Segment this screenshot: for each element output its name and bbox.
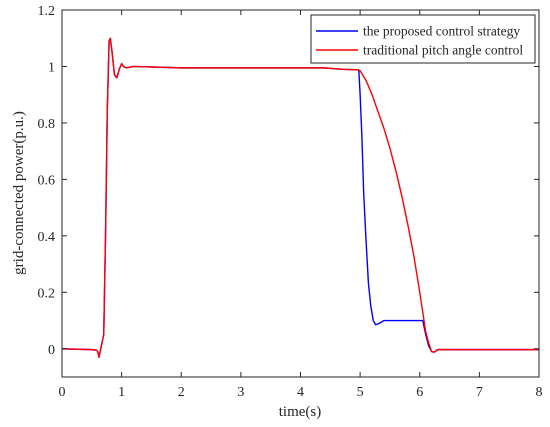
y-tick-label: 0 (48, 343, 55, 358)
x-tick-label: 0 (59, 385, 66, 400)
x-tick-label: 7 (476, 385, 483, 400)
x-axis-title: time(s) (279, 404, 322, 420)
x-tick-label: 4 (297, 385, 304, 400)
y-tick-label: 1.2 (38, 4, 56, 19)
y-axis-title: grid-connected power(p.u.) (11, 111, 27, 275)
y-tick-label: 0.6 (38, 173, 56, 188)
x-tick-label: 5 (357, 385, 364, 400)
plot-area (62, 10, 539, 377)
y-tick-label: 1 (48, 60, 55, 75)
series-line-1 (61, 37, 539, 358)
x-tick-label: 1 (118, 385, 125, 400)
tick-labels-layer: 0 1 2 3 4 5 6 7 8 0 0.2 0.4 0.6 0.8 1 1.2 (38, 4, 543, 400)
x-tick-label: 8 (536, 385, 543, 400)
y-tick-label: 0.8 (38, 117, 56, 132)
x-tick-label: 2 (178, 385, 185, 400)
ticks-layer (61, 9, 540, 377)
series-layer (61, 37, 539, 358)
y-tick-label: 0.2 (38, 286, 56, 301)
x-tick-label: 3 (237, 385, 244, 400)
y-tick-label: 0.4 (38, 230, 56, 245)
x-tick-label: 6 (416, 385, 423, 400)
legend-box (310, 14, 536, 64)
legend-label-traditional: traditional pitch angle control (363, 43, 523, 58)
legend-label-proposed: the proposed control strategy (363, 24, 520, 39)
legend: the proposed control strategy traditiona… (310, 14, 536, 64)
